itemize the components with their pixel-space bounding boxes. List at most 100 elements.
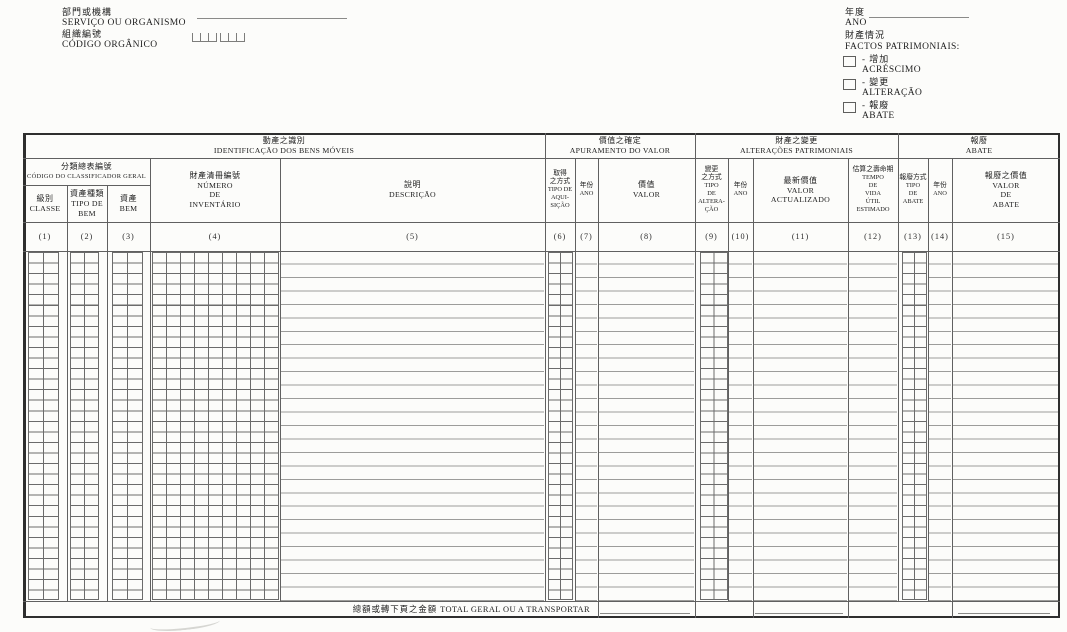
- footer-total-label: 總額或轉下頁之金額 TOTAL GERAL OU A TRANSPORTAR: [23, 601, 590, 617]
- col-number-5: (5): [406, 232, 419, 241]
- col-number-13: (13): [904, 232, 922, 241]
- col-ano-alteracao-write-area[interactable]: [729, 251, 752, 601]
- col-number-7: (7): [580, 232, 593, 241]
- grid-line: [848, 158, 849, 618]
- group-header-pt: ALTERAÇÕES PATRIMONIAIS: [739, 145, 854, 155]
- code-digit-cell[interactable]: [192, 33, 200, 42]
- group-header-zh: 財產之變更: [775, 135, 818, 145]
- org-code-boxes-group2[interactable]: [220, 33, 245, 42]
- col-valor-abate-write-area[interactable]: [953, 251, 1058, 601]
- col-header-pt: ANO: [579, 190, 594, 198]
- col-header-pt: TIPO DE ABATE: [902, 182, 924, 206]
- checkbox-acrescimo[interactable]: [843, 56, 856, 67]
- grid-line: [728, 158, 729, 601]
- grid-line: [545, 133, 546, 601]
- grid-line: [280, 158, 281, 601]
- option-acrescimo-zh: - 增加: [862, 54, 890, 64]
- col-header-pt: NÚMERO DE INVENTÁRIO: [189, 180, 241, 209]
- col-number-8: (8): [640, 232, 653, 241]
- col-number-2: (2): [80, 232, 94, 241]
- col-header-valor-abate: 報廢之價值 VALOR DE ABATE: [952, 158, 1060, 222]
- code-digit-cell[interactable]: [200, 33, 208, 42]
- col-header-zh: 估算之壽命期: [852, 165, 894, 173]
- col-header-pt: TEMPO DE VIDA ÚTIL ESTIMADO: [856, 174, 890, 214]
- group-header-identificacao: 動產之識別 IDENTIFICAÇÃO DOS BENS MÓVEIS: [23, 133, 545, 158]
- col-header-pt: BEM: [119, 203, 138, 213]
- grid-line: [67, 185, 68, 601]
- col-number-3: (3): [122, 232, 135, 241]
- footer-total-valor-line[interactable]: [600, 613, 690, 614]
- group-header-zh: 動產之識別: [262, 135, 306, 145]
- grid-line: [753, 158, 754, 618]
- code-digit-cell[interactable]: [236, 33, 245, 42]
- col-header-pt: TIPO DE AQUI- SIÇÃO: [547, 186, 573, 210]
- grid-line: [23, 158, 1060, 159]
- col-header-tipo-abate: 報廢方式 TIPO DE ABATE: [898, 158, 928, 222]
- option-abate-pt: ABATE: [862, 111, 895, 121]
- code-digit-cell[interactable]: [208, 33, 217, 42]
- col-classe-digit-grid[interactable]: [28, 252, 59, 600]
- group-header-alteracoes: 財產之變更 ALTERAÇÕES PATRIMONIAIS: [695, 133, 898, 158]
- grid-line: [23, 222, 1060, 223]
- col-header-pt: VALOR: [632, 190, 661, 200]
- group-header-apuramento: 價值之確定 APURAMENTO DO VALOR: [545, 133, 695, 158]
- year-fill-line[interactable]: [869, 17, 969, 18]
- col-header-zh: 最新價值: [783, 175, 818, 185]
- year-label-pt: ANO: [845, 18, 867, 28]
- col-tipo-aquisicao-digit-grid[interactable]: [548, 252, 573, 600]
- facts-label-zh: 財產情況: [845, 30, 886, 40]
- facts-label-pt: FACTOS PATRIMONIAIS:: [845, 42, 960, 52]
- col-descricao-write-area[interactable]: [281, 251, 544, 601]
- org-code-boxes-group1[interactable]: [192, 33, 217, 42]
- col-valor-actualizado-write-area[interactable]: [754, 251, 847, 601]
- classifier-header-zh: 分類總表編號: [61, 161, 112, 171]
- col-header-pt: ANO: [733, 190, 748, 198]
- col-numero-inventario-digit-grid[interactable]: [152, 252, 279, 600]
- inventory-table: 動產之識別 IDENTIFICAÇÃO DOS BENS MÓVEIS 價值之確…: [23, 133, 1060, 618]
- col-tipo-bem-digit-grid[interactable]: [70, 252, 99, 600]
- col-header-zh: 報廢方式: [899, 173, 927, 181]
- option-abate-zh: - 報廢: [862, 100, 890, 110]
- col-header-classe: 級別 CLASSE: [23, 185, 67, 222]
- col-number-4: (4): [208, 232, 222, 241]
- option-alteracao-zh: - 變更: [862, 77, 890, 87]
- col-header-pt: DESCRIÇÃO: [389, 190, 436, 200]
- group-header-zh: 報廢: [970, 135, 988, 145]
- group-header-pt: APURAMENTO DO VALOR: [569, 145, 671, 155]
- footer-total-valor-actualizado-line[interactable]: [755, 613, 843, 614]
- code-digit-cell[interactable]: [228, 33, 236, 42]
- dept-label-pt: SERVIÇO OU ORGANISMO: [62, 18, 186, 28]
- footer-total-valor-abate-line[interactable]: [958, 613, 1050, 614]
- col-number-1: (1): [38, 232, 52, 241]
- code-digit-cell[interactable]: [220, 33, 228, 42]
- col-header-ano-aquisicao: 年份 ANO: [575, 158, 598, 222]
- col-tipo-alteracao-digit-grid[interactable]: [700, 252, 728, 600]
- col-header-zh: 年份: [733, 181, 748, 189]
- col-header-bem: 資產 BEM: [107, 185, 150, 222]
- col-header-numero-inventario: 財產清冊編號 NÚMERO DE INVENTÁRIO: [150, 158, 280, 222]
- col-header-zh: 取得 之方式: [549, 169, 571, 185]
- checkbox-abate[interactable]: [843, 102, 856, 113]
- checkbox-alteracao[interactable]: [843, 79, 856, 90]
- col-ano-abate-write-area[interactable]: [929, 251, 951, 601]
- classifier-header: 分類總表編號 CÓDIGO DO CLASSIFICADOR GERAL: [23, 158, 150, 185]
- table-border: [23, 133, 1060, 135]
- grid-line: [928, 158, 929, 601]
- col-header-tempo-vida-util: 估算之壽命期 TEMPO DE VIDA ÚTIL ESTIMADO: [848, 158, 898, 222]
- group-header-pt: ABATE: [965, 145, 993, 155]
- dept-label-zh: 部門或機構: [62, 7, 113, 17]
- grid-line: [150, 158, 151, 601]
- col-header-valor-actualizado: 最新價值 VALOR ACTUALIZADO: [753, 158, 848, 222]
- col-tempo-vida-write-area[interactable]: [849, 251, 897, 601]
- group-header-pt: IDENTIFICAÇÃO DOS BENS MÓVEIS: [213, 145, 355, 155]
- col-header-zh: 財產清冊編號: [189, 170, 241, 180]
- col-ano-aquisicao-write-area[interactable]: [576, 251, 597, 601]
- col-header-tipo-alteracao: 變更 之方式 TIPO DE ALTERA- ÇÃO: [695, 158, 728, 222]
- dept-fill-line[interactable]: [197, 18, 347, 19]
- col-bem-digit-grid[interactable]: [112, 252, 143, 600]
- col-header-pt: TIPO DE BEM: [71, 199, 103, 218]
- col-valor-write-area[interactable]: [599, 251, 694, 601]
- col-header-pt: CLASSE: [29, 203, 61, 213]
- col-tipo-abate-digit-grid[interactable]: [902, 252, 927, 600]
- col-number-14: (14): [931, 232, 949, 241]
